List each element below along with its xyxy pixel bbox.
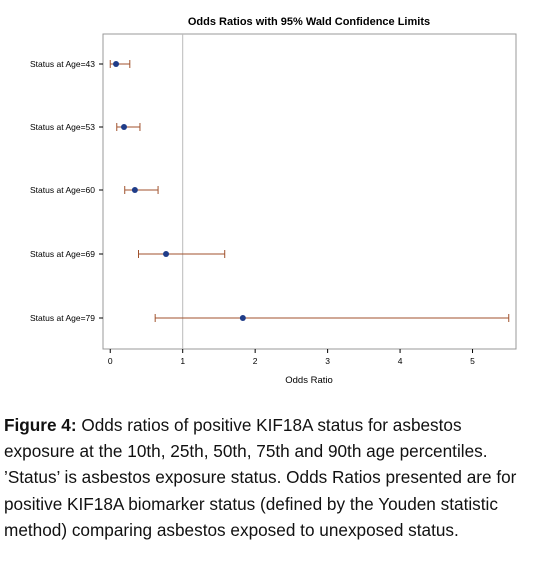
chart-title: Odds Ratios with 95% Wald Confidence Lim…	[188, 16, 430, 28]
caption-label: Figure 4:	[4, 415, 77, 435]
odds-ratio-point	[121, 124, 128, 130]
category-label: Status at Age=43	[30, 59, 95, 69]
ci-whisker	[116, 123, 141, 131]
x-axis-title: Odds Ratio	[285, 375, 333, 386]
ci-whisker	[138, 250, 226, 258]
x-tick-label: 0	[108, 356, 113, 366]
figure-caption: Figure 4: Odds ratios of positive KIF18A…	[4, 412, 534, 543]
x-tick-label: 4	[398, 356, 403, 366]
category-label: Status at Age=60	[30, 185, 95, 195]
ci-whisker	[124, 186, 159, 194]
odds-ratio-point	[131, 187, 138, 193]
category-label: Status at Age=53	[30, 122, 95, 132]
category-label: Status at Age=79	[30, 313, 95, 323]
x-tick-label: 1	[180, 356, 185, 366]
odds-ratio-chart: Odds Ratios with 95% Wald Confidence Lim…	[30, 16, 517, 386]
figure-frame: Odds Ratios with 95% Wald Confidence Lim…	[30, 16, 517, 386]
x-tick-label: 3	[325, 356, 330, 366]
odds-ratio-point	[163, 251, 170, 257]
odds-ratio-point	[239, 315, 246, 321]
ci-whisker	[154, 314, 510, 322]
x-tick-label: 5	[470, 356, 475, 366]
category-label: Status at Age=69	[30, 249, 95, 259]
plot-area-frame	[102, 33, 517, 350]
caption-text: Odds ratios of positive KIF18A status fo…	[4, 415, 517, 540]
x-tick-label: 2	[253, 356, 258, 366]
odds-ratio-point	[113, 61, 120, 67]
